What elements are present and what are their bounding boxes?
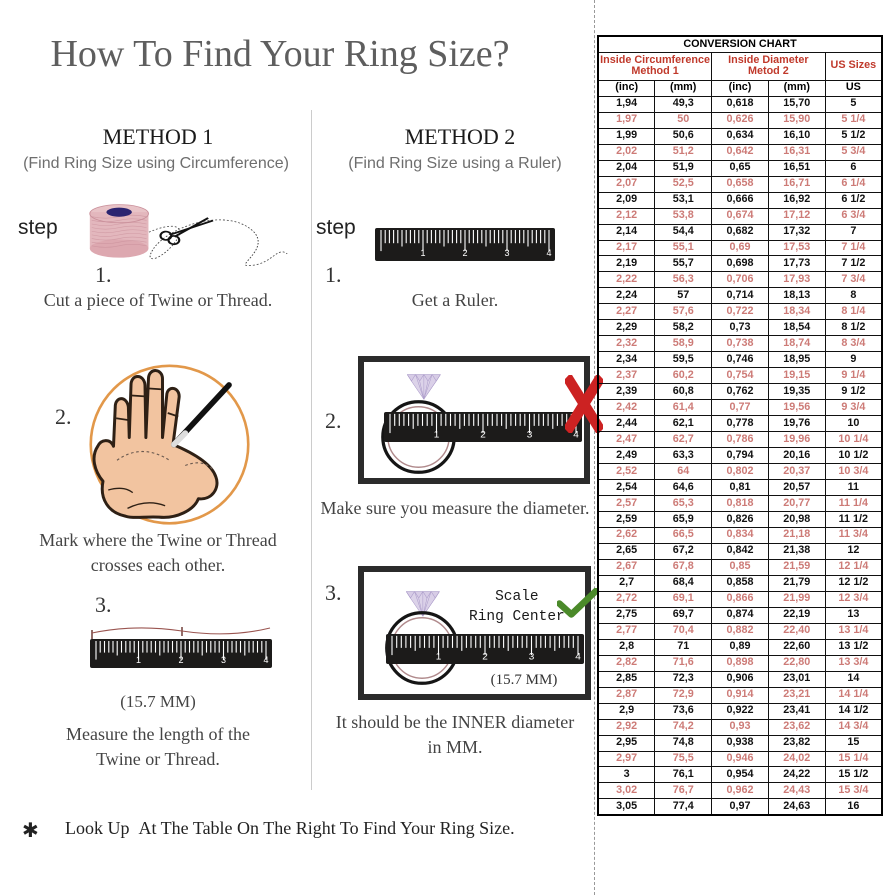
svg-text:2: 2	[462, 248, 467, 258]
svg-text:1: 1	[434, 430, 440, 441]
svg-text:1: 1	[436, 652, 442, 663]
svg-text:2: 2	[178, 655, 183, 665]
svg-text:3: 3	[504, 248, 509, 258]
svg-text:2: 2	[482, 652, 488, 663]
svg-text:3: 3	[221, 655, 226, 665]
svg-text:3: 3	[529, 652, 535, 663]
svg-text:1: 1	[420, 248, 425, 258]
svg-text:2: 2	[480, 430, 486, 441]
svg-text:4: 4	[575, 652, 581, 663]
svg-text:4: 4	[263, 655, 268, 665]
svg-text:4: 4	[546, 248, 551, 258]
svg-text:3: 3	[527, 430, 533, 441]
svg-text:1: 1	[136, 655, 141, 665]
